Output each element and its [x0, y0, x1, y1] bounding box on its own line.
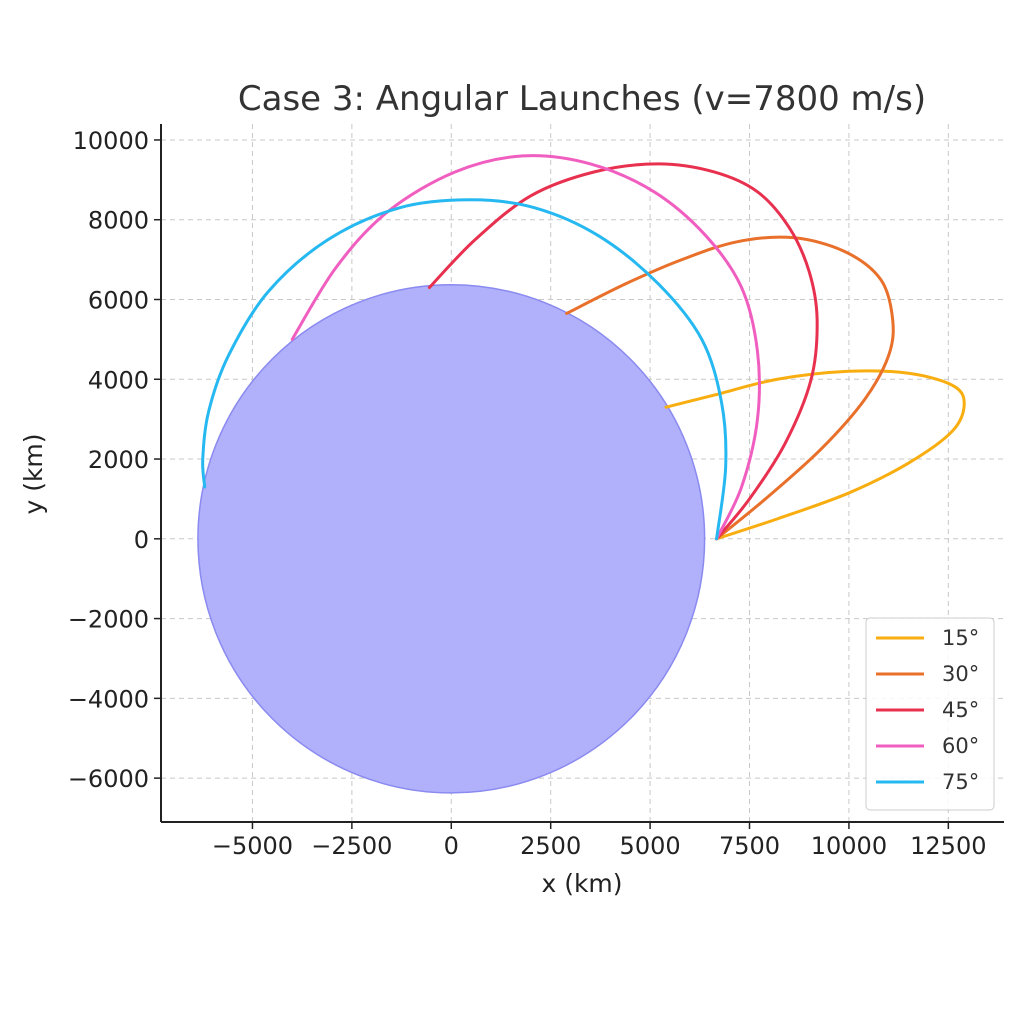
y-axis-label: y (km)	[19, 433, 48, 514]
legend-label: 30°	[942, 662, 979, 686]
x-tick-label: 7500	[719, 832, 780, 860]
x-tick-label: −2500	[311, 832, 392, 860]
x-tick-label: −5000	[212, 832, 293, 860]
earth-disk	[197, 283, 706, 794]
y-tick-label: 8000	[88, 207, 149, 235]
x-axis-label: x (km)	[541, 869, 622, 898]
x-tick-label: 5000	[620, 832, 681, 860]
y-tick-label: 6000	[88, 286, 149, 314]
y-tick-label: 0	[134, 526, 149, 554]
trajectory-45-deg	[427, 162, 819, 541]
x-tick-label: 2500	[520, 832, 581, 860]
legend-label: 60°	[942, 734, 979, 758]
legend-label: 15°	[942, 626, 979, 650]
trajectory-30-deg	[565, 235, 895, 541]
y-tick-label: 10000	[73, 127, 149, 155]
y-tick-label: −6000	[68, 765, 149, 793]
chart-title: Case 3: Angular Launches (v=7800 m/s)	[238, 79, 926, 119]
legend-label: 45°	[942, 698, 979, 722]
axes-layer: −5000 −2500 0 2500 5000 7500 10000 12500 −6000 −4…	[68, 124, 1004, 860]
trajectory-75-deg	[201, 198, 728, 541]
legend-label: 75°	[942, 770, 979, 794]
y-tick-label: −2000	[68, 606, 149, 634]
series-layer	[201, 154, 966, 541]
y-tick-label: 4000	[88, 366, 149, 394]
trajectory-15-deg	[664, 369, 966, 541]
legend-box	[865, 617, 995, 811]
legend: 15° 30° 45° 60° 75°	[865, 617, 995, 811]
x-tick-label: 12500	[910, 832, 986, 860]
grid-layer	[161, 124, 1004, 822]
planet-layer	[197, 283, 706, 794]
y-tick-label: 2000	[88, 446, 149, 474]
y-tick-label: −4000	[68, 685, 149, 713]
x-tick-label: 0	[444, 832, 459, 860]
x-tick-label: 10000	[811, 832, 887, 860]
